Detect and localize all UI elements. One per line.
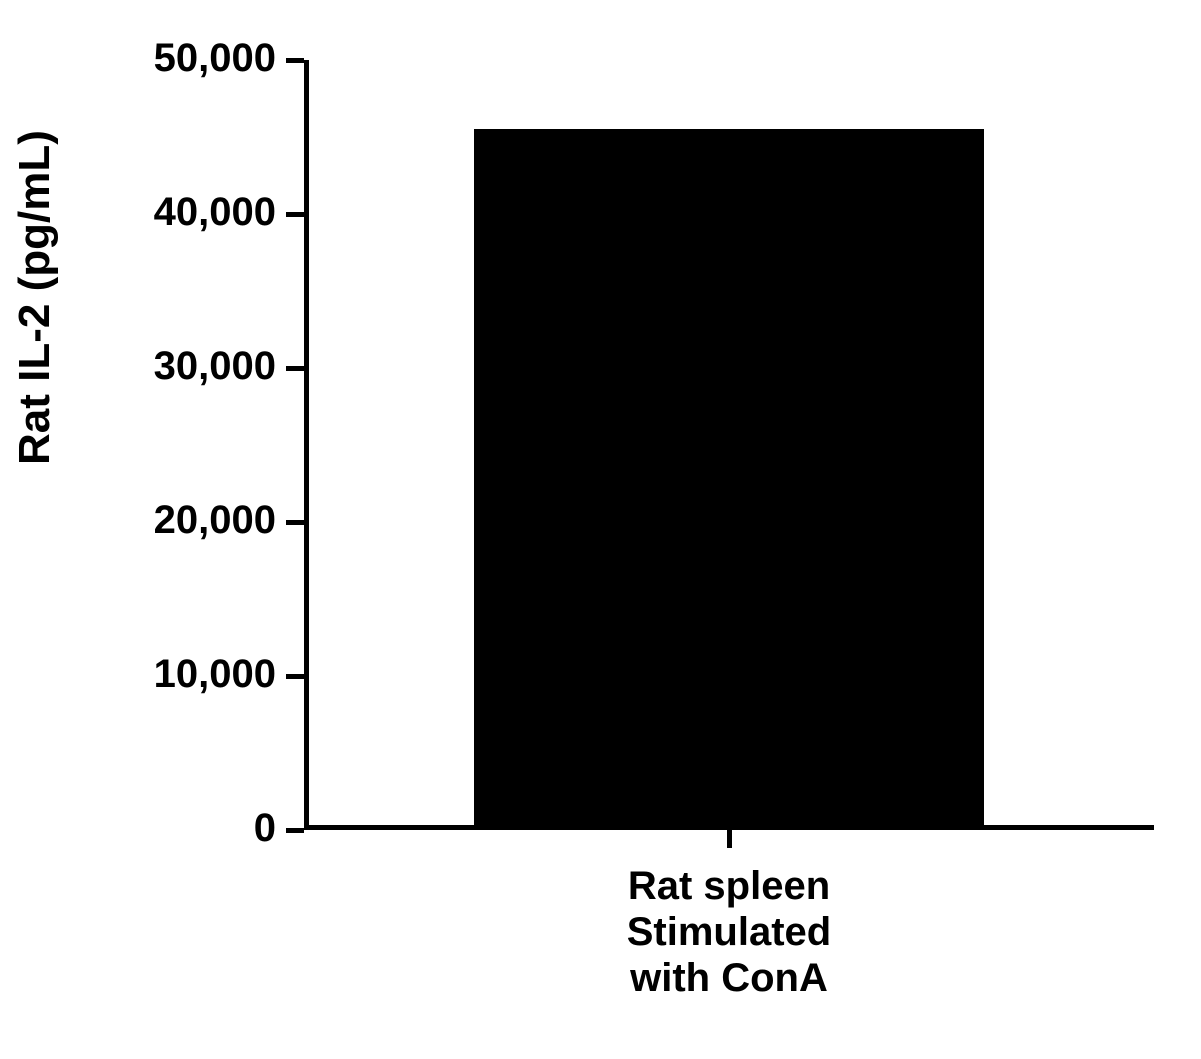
y-axis-label: Rat IL-2 (pg/mL) — [10, 130, 60, 465]
y-tick — [286, 366, 304, 371]
y-tick-label: 30,000 — [101, 344, 276, 389]
y-tick — [286, 58, 304, 63]
y-tick-label: 10,000 — [101, 652, 276, 697]
y-tick-label: 50,000 — [101, 36, 276, 81]
y-tick — [286, 520, 304, 525]
y-tick-label: 0 — [101, 806, 276, 851]
y-axis-line — [304, 60, 309, 830]
y-tick — [286, 212, 304, 217]
y-tick-label: 40,000 — [101, 190, 276, 235]
chart-container: Rat IL-2 (pg/mL) 0 10,000 20,000 30,000 40,0… — [0, 0, 1201, 1059]
x-tick — [727, 830, 732, 848]
x-tick-label: Rat spleen Stimulated with ConA — [549, 863, 909, 1001]
y-tick — [286, 828, 304, 833]
y-tick-label: 20,000 — [101, 498, 276, 543]
bar — [474, 129, 984, 830]
y-tick — [286, 674, 304, 679]
